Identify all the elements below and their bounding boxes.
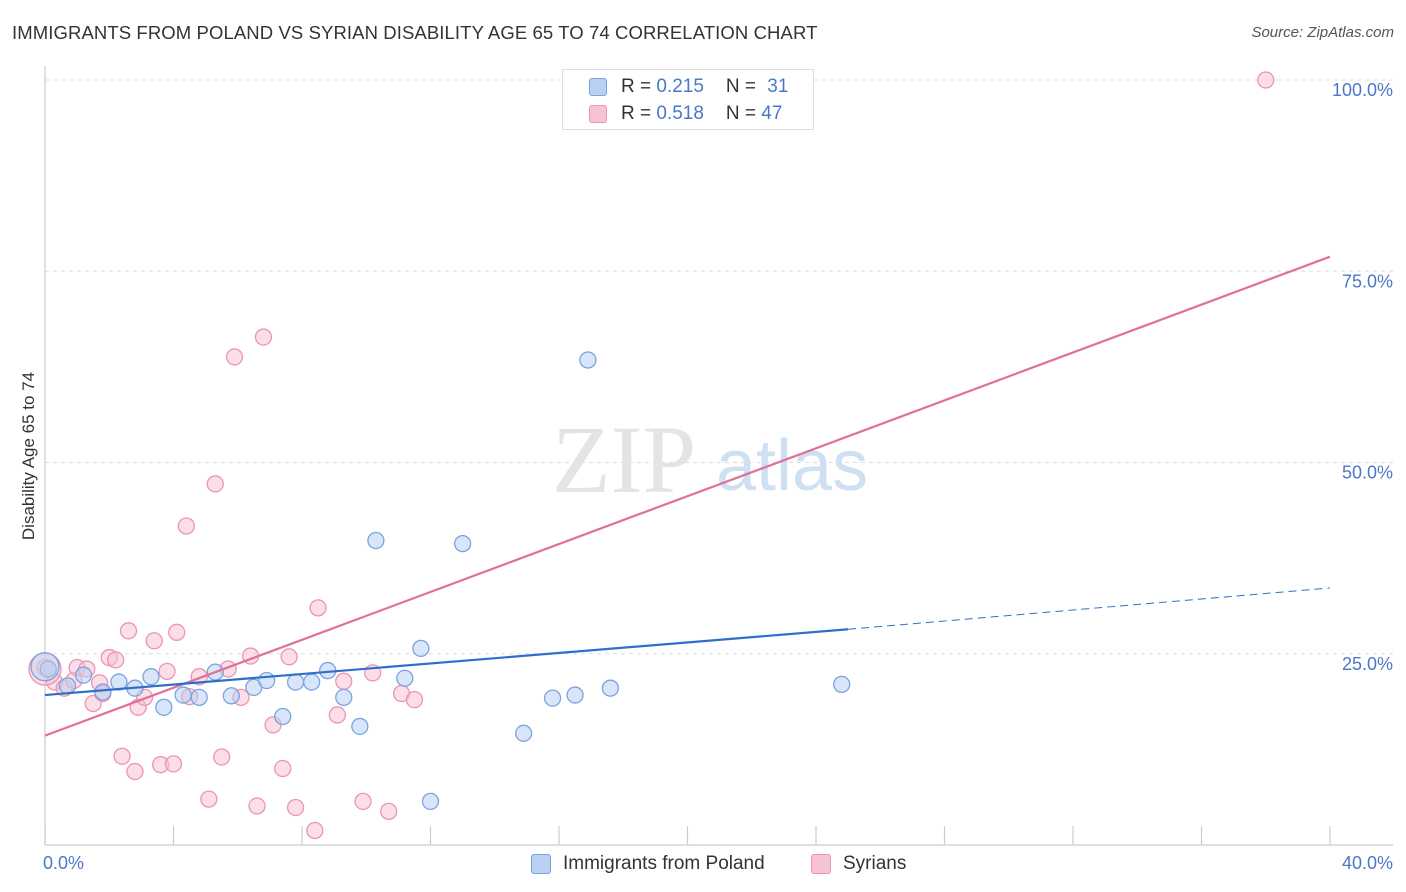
y-axis-label: Disability Age 65 to 74: [19, 372, 38, 540]
syrians-trend-line: [44, 255, 1331, 737]
y-tick-label: 100.0%: [1332, 80, 1393, 100]
series-name-poland: Immigrants from Poland: [563, 853, 765, 874]
x-tick-label: 40.0%: [1342, 853, 1393, 873]
poland-point: [94, 683, 112, 701]
poland-point: [566, 686, 584, 704]
syrians-point: [248, 797, 266, 815]
chart-title: IMMIGRANTS FROM POLAND VS SYRIAN DISABIL…: [12, 22, 818, 43]
series-name-syrians: Syrians: [843, 853, 907, 874]
legend-r-label: R =: [621, 76, 657, 97]
poland-point: [579, 351, 597, 369]
grid-lines: [45, 79, 1393, 655]
series-swatch-poland: [531, 854, 551, 874]
syrians-point: [1257, 71, 1275, 89]
poland-point: [833, 675, 851, 693]
syrians-point: [380, 802, 398, 820]
x-tick-label: 0.0%: [43, 853, 84, 873]
syrians-point: [213, 748, 231, 766]
poland-point-cluster: [30, 652, 60, 682]
poland-point: [367, 531, 385, 550]
syrians-point: [126, 762, 144, 781]
legend-swatch-syrians: [589, 105, 607, 123]
syrians-point: [309, 599, 327, 617]
poland-point: [515, 724, 533, 742]
chart-source: Source: ZipAtlas.com: [1251, 24, 1394, 41]
syrians-point: [280, 648, 298, 666]
poland-point: [302, 673, 321, 691]
syrians-point: [168, 623, 186, 641]
watermark: ZIP atlas: [552, 406, 868, 513]
syrians-point: [145, 632, 163, 650]
poland-point: [222, 687, 240, 705]
syrians-points: [28, 71, 1275, 840]
legend: R = 0.215 N = 31 R = 0.518 N = 47: [562, 69, 814, 130]
axes: [44, 66, 1393, 846]
series-legend-poland: Immigrants from Poland: [531, 853, 765, 875]
y-tick-label: 50.0%: [1342, 463, 1393, 483]
syrians-point: [286, 798, 305, 817]
syrians-point: [254, 328, 273, 346]
poland-point: [351, 717, 369, 736]
syrians-point: [200, 790, 218, 808]
syrians-point: [164, 755, 183, 773]
syrians-point: [158, 662, 176, 680]
legend-r-value: 0.215: [656, 76, 704, 97]
syrians-point: [354, 792, 372, 811]
poland-point: [421, 792, 440, 811]
watermark-zip: ZIP: [552, 406, 696, 513]
poland-point: [396, 669, 414, 687]
poland-trend-extension: [848, 587, 1331, 630]
syrians-point: [328, 706, 346, 724]
syrians-point: [113, 747, 131, 765]
legend-n-label: N =: [725, 76, 762, 97]
syrians-point: [306, 821, 324, 840]
trend-lines: [44, 255, 1331, 737]
poland-point: [174, 686, 192, 704]
legend-row-syrians: R = 0.518 N = 47: [589, 102, 782, 126]
syrians-point: [405, 691, 424, 709]
y-tick-label: 75.0%: [1342, 271, 1393, 291]
series-legend: Immigrants from Poland Syrians: [0, 851, 1406, 879]
y-tick-label: 25.0%: [1342, 654, 1393, 674]
syrians-point: [274, 759, 292, 778]
poland-point: [74, 666, 93, 684]
syrians-point: [335, 672, 353, 690]
legend-row-poland: R = 0.215 N = 31: [589, 75, 788, 99]
syrians-point: [225, 348, 244, 366]
poland-point: [274, 707, 292, 726]
legend-swatch-poland: [589, 78, 607, 96]
poland-point: [601, 679, 620, 697]
poland-point: [412, 639, 430, 658]
legend-r-label: R =: [621, 103, 657, 124]
poland-point: [286, 673, 305, 691]
poland-point: [142, 668, 160, 686]
poland-point: [335, 688, 353, 707]
poland-trend-line: [44, 628, 849, 697]
legend-n-value: 31: [767, 76, 789, 97]
poland-point: [543, 689, 562, 707]
legend-n-label: N =: [725, 103, 762, 124]
poland-point: [258, 671, 276, 690]
syrians-point: [119, 622, 138, 640]
poland-point: [190, 688, 208, 707]
poland-point: [58, 677, 77, 695]
series-swatch-syrians: [811, 854, 831, 874]
poland-point: [39, 660, 57, 678]
poland-point: [155, 698, 173, 716]
legend-n-value: 47: [761, 103, 783, 124]
legend-r-value: 0.518: [656, 103, 704, 124]
syrians-point: [177, 517, 196, 535]
series-legend-syrians: Syrians: [811, 853, 906, 875]
poland-points: [30, 351, 851, 811]
poland-point: [453, 534, 472, 553]
syrians-point: [107, 651, 125, 669]
syrians-point: [206, 475, 224, 493]
axis-ticks: 25.0% 50.0% 75.0% 100.0% 0.0% 40.0%: [43, 80, 1393, 873]
